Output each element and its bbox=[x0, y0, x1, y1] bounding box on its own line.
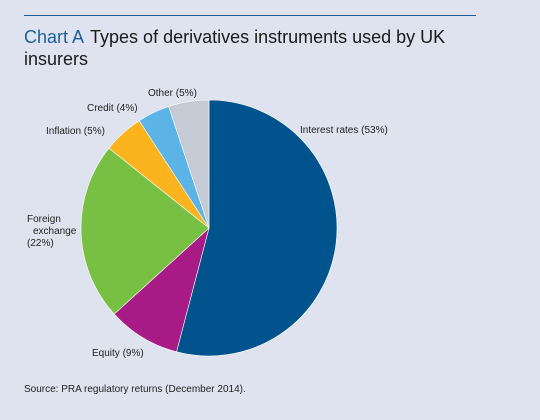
chart-title: Chart A Types of derivatives instruments … bbox=[24, 26, 494, 70]
pie-slice-interest-rates bbox=[176, 99, 338, 357]
chart-id: Chart A bbox=[24, 27, 85, 47]
slice-label-inflation: Inflation (5%) bbox=[46, 126, 105, 137]
pie-slice-foreign-exchange bbox=[80, 147, 210, 315]
pie-slice-other bbox=[168, 99, 210, 229]
top-rule bbox=[24, 15, 476, 16]
slice-label-other: Other (5%) bbox=[148, 88, 197, 99]
source-note: Source: PRA regulatory returns (December… bbox=[24, 384, 246, 395]
slice-label-credit: Credit (4%) bbox=[87, 103, 138, 114]
slice-label-interest-rates: Interest rates (53%) bbox=[300, 125, 388, 136]
slice-label-foreign-exchange: Foreign exchange (22%) bbox=[27, 214, 77, 249]
slice-label-equity: Equity (9%) bbox=[92, 348, 144, 359]
chart-title-text: Types of derivatives instruments used by… bbox=[24, 27, 446, 69]
